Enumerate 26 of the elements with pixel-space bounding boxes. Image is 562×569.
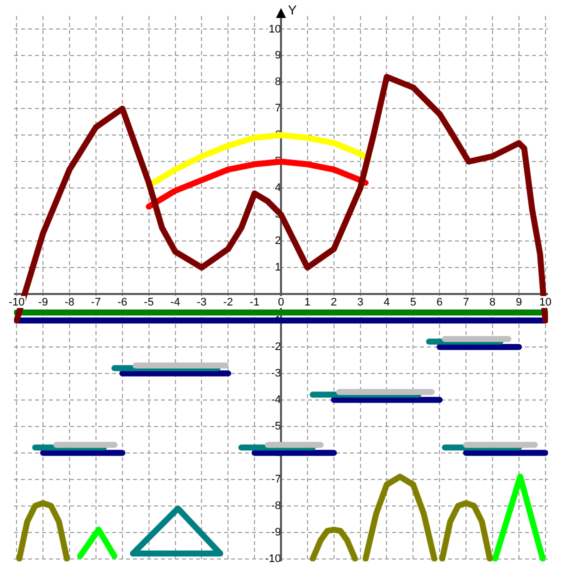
y-tick-label: 4	[274, 182, 281, 194]
x-tick-label: 1	[304, 296, 310, 309]
y-axis-title: Y	[288, 2, 297, 18]
x-tick-label: 10	[539, 296, 552, 309]
x-tick-label: -9	[38, 296, 48, 309]
x-tick-label: 2	[330, 296, 337, 309]
x-tick-label: -2	[223, 296, 234, 309]
x-tick-label: 7	[462, 296, 470, 309]
x-tick-label: -10	[8, 296, 25, 309]
y-tick-label: -4	[271, 394, 281, 406]
y-tick-label: -7	[271, 473, 281, 486]
x-tick-label: -5	[144, 296, 154, 309]
x-tick-label: 3	[357, 296, 364, 309]
x-tick-label: -8	[64, 296, 74, 309]
x-tick-label: -3	[196, 296, 207, 309]
x-tick-label: 0	[278, 296, 284, 309]
x-tick-label: -7	[91, 296, 101, 309]
y-tick-label: 1	[274, 262, 281, 274]
x-tick-label: -1	[250, 296, 260, 309]
x-tick-label: 5	[410, 296, 416, 309]
x-tick-label: -4	[170, 296, 180, 309]
x-tick-label: 6	[436, 296, 443, 309]
x-tick-label: 4	[384, 296, 390, 309]
x-tick-label: -6	[117, 296, 128, 309]
x-tick-label: 8	[489, 296, 496, 309]
x-tick-label: 9	[516, 296, 522, 309]
